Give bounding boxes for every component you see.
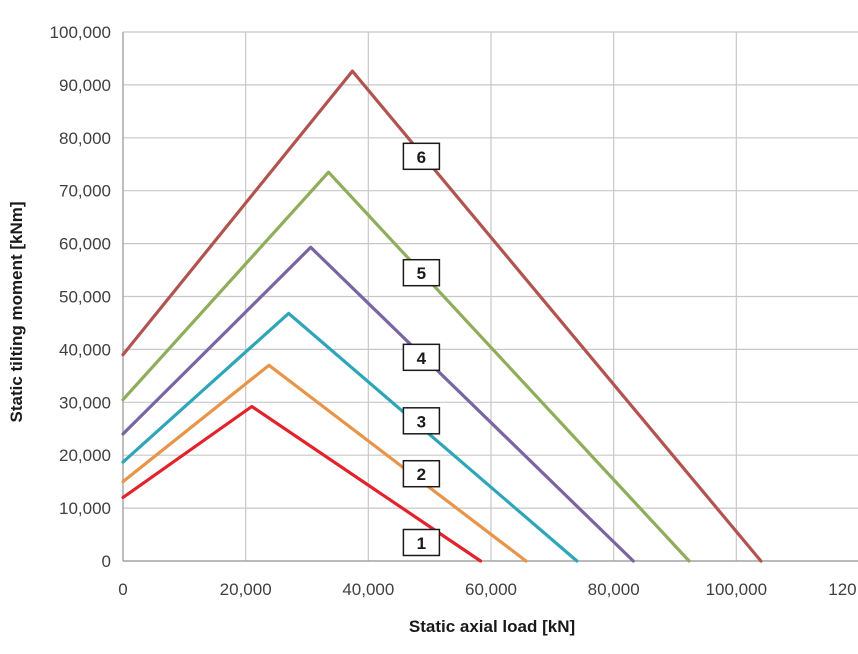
- series-label-box: [402, 407, 441, 435]
- x-tick-label: 60,000: [465, 580, 517, 599]
- y-tick-label: 70,000: [59, 182, 111, 201]
- series-label-text: 2: [417, 465, 426, 484]
- x-tick-label: 120,000: [828, 580, 858, 599]
- y-tick-label: 40,000: [59, 340, 111, 359]
- x-tick-label: 40,000: [342, 580, 394, 599]
- series-label-box: [402, 142, 441, 171]
- series-4-line: [121, 245, 635, 563]
- x-tick-labels: 0 20,000 40,000 60,000 80,000 100,000 120,000: [118, 580, 858, 599]
- x-axis-title: Static axial load [kN]: [409, 617, 575, 636]
- series-6-line: [121, 69, 763, 563]
- series-5-line: [121, 170, 691, 563]
- series-label-text: 4: [417, 349, 427, 368]
- y-axis-title: Static tilting moment [kNm]: [7, 201, 26, 422]
- series-6-label: 6: [402, 142, 441, 171]
- x-tick-label: 80,000: [588, 580, 640, 599]
- series-3-line: [121, 311, 579, 563]
- y-tick-label: 100,000: [50, 23, 111, 42]
- series-3-label: 3: [402, 407, 441, 435]
- series-label-text: 6: [417, 148, 426, 167]
- y-tick-label: 90,000: [59, 76, 111, 95]
- x-tick-label: 0: [118, 580, 127, 599]
- series-label-text: 3: [417, 412, 426, 431]
- x-tick-label: 100,000: [706, 580, 767, 599]
- y-tick-label: 20,000: [59, 446, 111, 465]
- curves: [121, 69, 763, 563]
- series-label-text: 1: [417, 534, 426, 553]
- series-label-box: [402, 258, 441, 287]
- series-2-line: [121, 363, 528, 563]
- series-5-label: 5: [402, 258, 441, 287]
- y-tick-label: 60,000: [59, 235, 111, 254]
- series-label-text: 5: [417, 264, 426, 283]
- series-label-box: [402, 528, 441, 557]
- y-tick-label: 0: [102, 552, 111, 571]
- y-tick-label: 30,000: [59, 393, 111, 412]
- curve-labels: 1 2 3 4 5 6: [402, 142, 441, 557]
- grid: [122, 31, 858, 562]
- series-label-box: [402, 459, 441, 488]
- series-1-label: 1: [402, 528, 441, 557]
- series-label-box: [402, 343, 441, 372]
- series-2-label: 2: [402, 459, 441, 488]
- x-tick-label: 20,000: [220, 580, 272, 599]
- y-tick-label: 10,000: [59, 499, 111, 518]
- y-tick-labels: 0 10,000 20,000 30,000 40,000 50,000 60,000 70,…: [50, 23, 111, 571]
- series-1-line: [121, 404, 483, 563]
- y-tick-label: 50,000: [59, 288, 111, 307]
- series-4-label: 4: [402, 343, 441, 372]
- y-tick-label: 80,000: [59, 129, 111, 148]
